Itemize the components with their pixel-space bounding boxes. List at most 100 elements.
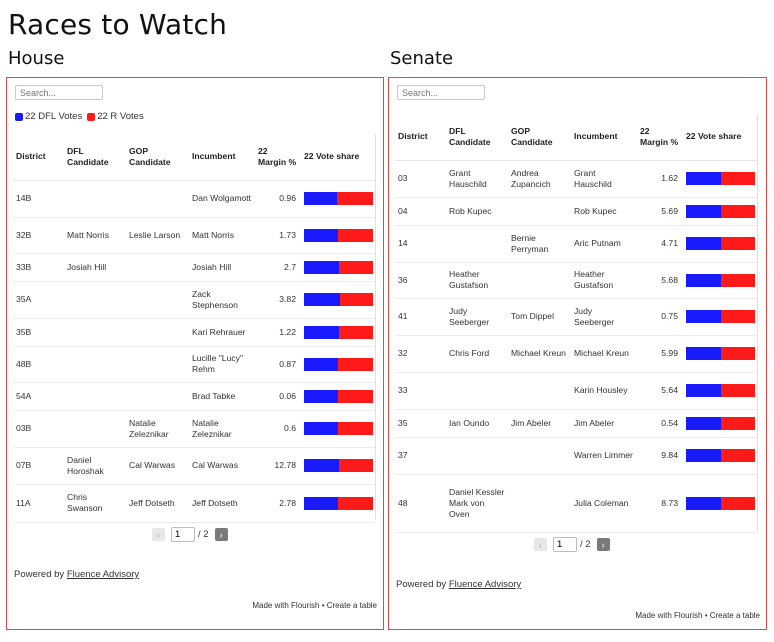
district-cell: 11A <box>13 484 64 523</box>
margin-cell: 2.78 <box>255 484 301 523</box>
margin-cell: 8.73 <box>637 474 683 533</box>
fluence-advisory-link[interactable]: Fluence Advisory <box>66 569 140 580</box>
gop-candidate-cell <box>126 281 189 319</box>
column-header-gop-candidate[interactable]: GOP Candidate <box>508 114 571 161</box>
vote-share-bar <box>686 310 755 323</box>
column-header-margin[interactable]: 22 Margin % <box>255 134 301 181</box>
house-table-widget: 22 DFL Votes 22 R Votes District DFL Can… <box>6 77 384 630</box>
district-cell: 33 <box>395 372 446 410</box>
dfl-candidate-cell: Matt Norris <box>64 217 126 254</box>
gop-candidate-cell: Michael Kreun <box>508 335 571 373</box>
senate-made-with-flourish[interactable]: Made with Flourish • Create a table <box>635 611 760 620</box>
legend-swatch-dfl <box>15 112 23 121</box>
column-header-dfl-candidate[interactable]: DFL Candidate <box>64 134 126 181</box>
gop-candidate-cell: Cal Warwas <box>126 447 189 485</box>
senate-prev-page-button[interactable]: ‹ <box>534 538 547 551</box>
district-cell: 48 <box>395 474 446 533</box>
district-cell: 03 <box>395 160 446 198</box>
dfl-share-segment <box>686 384 722 397</box>
dfl-candidate-cell: Chris Ford <box>446 335 508 373</box>
house-page-input[interactable] <box>171 527 195 542</box>
table-row: 14B Dan Wolgamott 0.96 <box>13 180 375 218</box>
house-prev-page-button[interactable]: ‹ <box>152 528 165 541</box>
district-cell: 04 <box>395 197 446 226</box>
legend-label-r: 22 R Votes <box>97 111 144 122</box>
senate-section-title: Senate <box>390 48 454 69</box>
table-row: 48 Daniel Kessler Mark von Oven Julia Cole… <box>395 474 757 533</box>
incumbent-cell: Lucille "Lucy" Rehm <box>189 346 255 383</box>
r-share-segment <box>339 293 373 306</box>
column-header-vote-share[interactable]: 22 Vote share <box>683 114 757 161</box>
incumbent-cell: Rob Kupec <box>571 197 637 226</box>
senate-scroll-edge <box>757 114 758 530</box>
senate-next-page-button[interactable]: › <box>596 538 610 551</box>
house-pagination: ‹ / 2 › <box>152 527 228 542</box>
margin-cell: 12.78 <box>255 447 301 485</box>
legend-label-dfl: 22 DFL Votes <box>25 111 83 122</box>
table-row: 36 Heather Gustafson Heather Gustafson 5.68 <box>395 262 757 299</box>
house-made-with-flourish[interactable]: Made with Flourish • Create a table <box>252 601 377 610</box>
district-cell: 35 <box>395 409 446 438</box>
column-header-gop-candidate[interactable]: GOP Candidate <box>126 134 189 181</box>
senate-powered-by: Powered by Fluence Advisory <box>396 579 521 590</box>
vote-share-bar <box>686 347 755 360</box>
fluence-advisory-link[interactable]: Fluence Advisory <box>448 579 522 590</box>
column-header-district[interactable]: District <box>395 114 446 161</box>
vote-share-cell <box>301 410 375 448</box>
senate-search-input[interactable] <box>397 85 485 100</box>
table-row: 35 Ian Oundo Jim Abeler Jim Abeler 0.54 <box>395 409 757 438</box>
r-share-segment <box>337 228 373 242</box>
vote-share-cell <box>301 318 375 347</box>
column-header-incumbent[interactable]: Incumbent <box>571 114 637 161</box>
district-cell: 54A <box>13 382 64 411</box>
district-cell: 32 <box>395 335 446 373</box>
district-cell: 35A <box>13 281 64 319</box>
vote-share-cell <box>301 180 375 218</box>
dfl-candidate-cell <box>64 318 126 347</box>
dfl-candidate-cell <box>64 281 126 319</box>
column-header-dfl-candidate[interactable]: DFL Candidate <box>446 114 508 161</box>
table-row: 04 Rob Kupec Rob Kupec 5.69 <box>395 197 757 226</box>
r-share-segment <box>337 389 373 403</box>
gop-candidate-cell <box>126 180 189 218</box>
column-header-vote-share[interactable]: 22 Vote share <box>301 134 375 181</box>
dfl-candidate-cell <box>64 346 126 383</box>
senate-page-count: / 2 <box>580 539 591 550</box>
incumbent-cell: Zack Stephenson <box>189 281 255 319</box>
table-row: 03B Natalie Zeleznikar Natalie Zeleznikar 0… <box>13 410 375 448</box>
house-powered-by: Powered by Fluence Advisory <box>14 569 139 580</box>
house-next-page-button[interactable]: › <box>214 528 228 541</box>
senate-pagination: ‹ / 2 › <box>534 537 610 552</box>
incumbent-cell: Matt Norris <box>189 217 255 254</box>
r-share-segment <box>721 204 755 218</box>
column-header-margin[interactable]: 22 Margin % <box>637 114 683 161</box>
r-share-segment <box>721 273 755 287</box>
column-header-district[interactable]: District <box>13 134 64 181</box>
dfl-candidate-cell <box>446 437 508 475</box>
margin-cell: 0.75 <box>637 298 683 336</box>
r-share-segment <box>339 260 373 274</box>
house-search-input[interactable] <box>15 85 103 100</box>
vote-share-bar <box>304 260 373 274</box>
powered-by-text: Powered by <box>396 579 447 590</box>
district-cell: 41 <box>395 298 446 336</box>
incumbent-cell: Judy Seeberger <box>571 298 637 336</box>
r-share-segment <box>720 347 755 360</box>
gop-candidate-cell: Andrea Zupancich <box>508 160 571 198</box>
dfl-share-segment <box>304 260 340 274</box>
column-header-incumbent[interactable]: Incumbent <box>189 134 255 181</box>
vote-share-cell <box>683 335 757 373</box>
table-row: 48B Lucille "Lucy" Rehm 0.87 <box>13 346 375 383</box>
margin-cell: 1.22 <box>255 318 301 347</box>
r-share-segment <box>720 172 755 185</box>
r-share-segment <box>721 237 755 250</box>
r-share-segment <box>721 496 755 510</box>
house-races-table: District DFL Candidate GOP Candidate Inc… <box>13 134 375 523</box>
vote-share-bar <box>686 496 755 510</box>
dfl-candidate-cell <box>64 382 126 411</box>
senate-page-input[interactable] <box>553 537 577 552</box>
r-share-segment <box>338 325 373 339</box>
legend-item-r: 22 R Votes <box>87 111 144 122</box>
dfl-candidate-cell: Judy Seeberger <box>446 298 508 336</box>
table-row: 33 Karin Housley 5.64 <box>395 372 757 410</box>
